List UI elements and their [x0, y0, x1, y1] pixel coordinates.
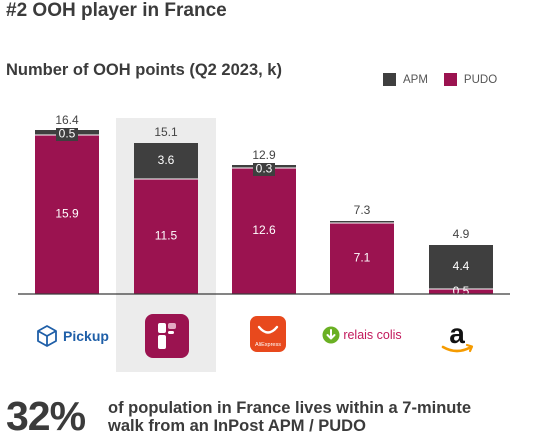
- legend-item-pudo: PUDO: [443, 73, 498, 86]
- bar-apm-amazon: [429, 245, 493, 289]
- bar-pudo-aliexpress: [232, 168, 296, 294]
- amazon-logo: a: [435, 318, 479, 358]
- data-label-pudo-relais-colis: 7.1: [354, 251, 371, 265]
- chart-title: Number of OOH points (Q2 2023, k): [6, 61, 282, 79]
- footer-text-line2: walk from an InPost APM / PUDO: [108, 417, 366, 435]
- data-label-apm-inpost: 3.6: [158, 153, 175, 167]
- amazon-smile-icon: a: [441, 318, 474, 353]
- pickup-logo-text: Pickup: [63, 328, 109, 344]
- data-label-bg-apm-pickup: [56, 128, 78, 141]
- bar-apm-inpost: [134, 143, 198, 179]
- box-icon: [37, 325, 57, 347]
- footer-text-line1: of population in France lives within a 7…: [108, 399, 472, 417]
- bar-pudo-pickup: [35, 135, 99, 294]
- legend-swatch-pudo: [443, 73, 457, 86]
- footer-percent: 32%: [6, 393, 86, 439]
- legend-label-apm: APM: [403, 73, 428, 86]
- data-label-apm-pickup: 0.5: [59, 127, 76, 141]
- data-label-apm-amazon: 4.4: [453, 259, 470, 273]
- arrow-down-circle-icon: [322, 326, 340, 344]
- legend-item-apm: APM: [383, 73, 428, 86]
- total-label-aliexpress: 12.9: [252, 148, 276, 162]
- total-label-pickup: 16.4: [55, 113, 79, 127]
- bar-pudo-amazon: [429, 289, 493, 294]
- total-label-relais-colis: 7.3: [354, 203, 371, 217]
- stacked-bar-chart: 15.90.516.411.53.615.112.60.312.97.17.30…: [18, 113, 510, 372]
- pickup-logo: Pickup: [24, 316, 120, 356]
- footer-text: of population in France lives within a 7…: [108, 399, 538, 435]
- relais-colis-logo: relais colis: [314, 322, 410, 348]
- total-label-inpost: 15.1: [154, 125, 178, 139]
- data-label-pudo-inpost: 11.5: [155, 229, 178, 243]
- aliexpress-logo-text: AliExpress: [255, 342, 281, 348]
- amazon-logo-text: a: [449, 318, 465, 349]
- inpost-icon: [145, 314, 189, 358]
- data-label-pudo-aliexpress: 12.6: [252, 223, 276, 237]
- legend: APM PUDO: [383, 73, 513, 86]
- legend-swatch-apm: [383, 73, 396, 86]
- data-label-apm-aliexpress: 0.3: [256, 162, 273, 176]
- data-label-pudo-amazon: 0.5: [453, 284, 470, 298]
- bar-pudo-relais-colis: [330, 223, 394, 294]
- relais-colis-logo-text: relais colis: [343, 328, 402, 342]
- headline: #2 OOH player in France: [6, 0, 227, 21]
- bar-apm-relais-colis: [330, 221, 394, 223]
- aliexpress-logo: AliExpress: [250, 316, 286, 352]
- total-label-amazon: 4.9: [453, 227, 470, 241]
- shopping-bag-icon: AliExpress: [250, 316, 286, 352]
- data-label-pudo-pickup: 15.9: [55, 207, 79, 221]
- data-label-bg-apm-aliexpress: [253, 163, 275, 176]
- bar-pudo-inpost: [134, 179, 198, 294]
- inpost-logo: [145, 314, 189, 358]
- legend-label-pudo: PUDO: [463, 73, 498, 86]
